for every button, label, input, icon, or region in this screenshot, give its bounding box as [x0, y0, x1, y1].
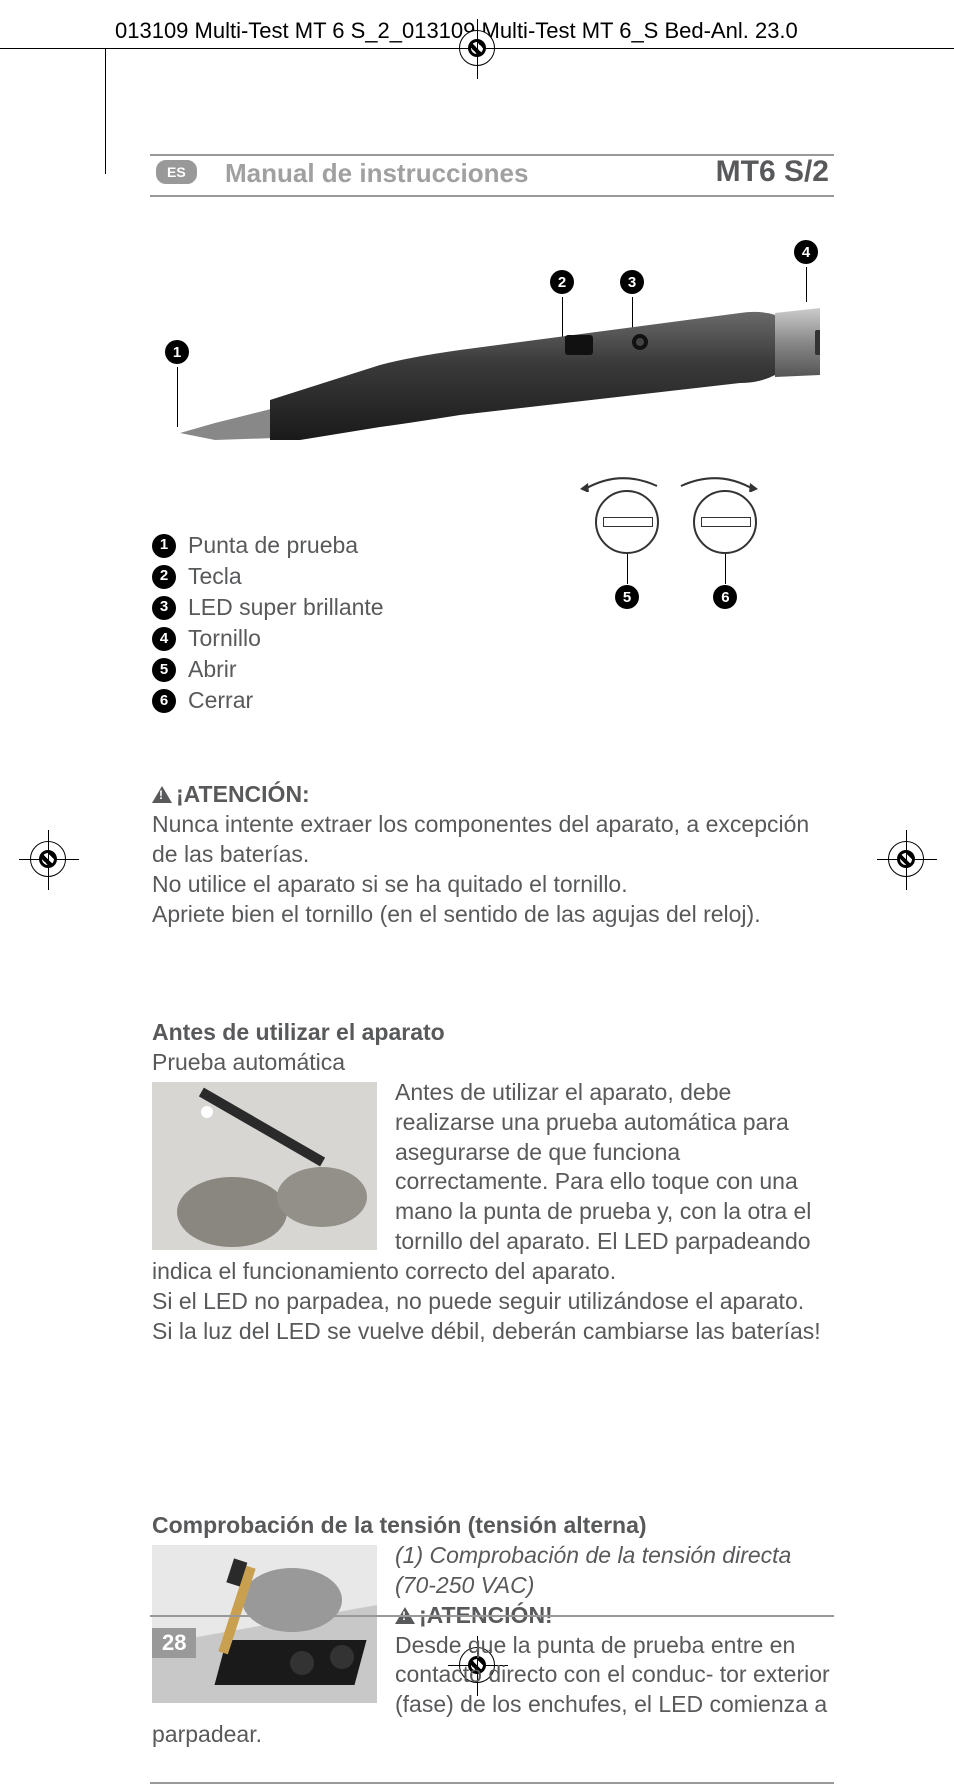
legend-label: LED super brillante [188, 592, 384, 623]
header-rule-bottom [150, 195, 834, 197]
legend-num: 5 [152, 658, 176, 682]
legend-label: Abrir [188, 654, 237, 685]
page-number: 28 [152, 1628, 196, 1658]
tester-device-icon [180, 305, 820, 440]
leader-line [627, 554, 628, 584]
legend-num: 1 [152, 534, 176, 558]
selftest-photo [152, 1082, 377, 1250]
close-dial-icon [693, 490, 757, 554]
attention-text: Apriete bien el tornillo (en el sentido … [152, 900, 834, 930]
dial-diagram: 5 6 [580, 490, 772, 559]
legend-label: Tecla [188, 561, 242, 592]
voltage-heading: Comprobación de la tensión (tensión alte… [152, 1511, 834, 1541]
attention-heading: ¡ATENCIÓN: [176, 781, 310, 807]
legend-label: Cerrar [188, 685, 253, 716]
registration-mark-icon [888, 841, 924, 877]
legend-num: 3 [152, 596, 176, 620]
footer-rule [150, 1615, 834, 1617]
parts-legend: 1 Punta de prueba 2 Tecla 3 LED super brill… [152, 530, 384, 716]
callout-6: 6 [713, 585, 737, 609]
before-use-text: Si el LED no parpadea, no puede seguir u… [152, 1287, 834, 1317]
warning-triangle-icon [152, 786, 172, 803]
registration-mark-icon [30, 841, 66, 877]
attention-text: No utilice el aparato si se ha quitado e… [152, 870, 834, 900]
legend-label: Tornillo [188, 623, 261, 654]
before-use-subtitle: Prueba automática [152, 1048, 834, 1078]
attention-text: Nunca intente extraer los componentes de… [152, 810, 834, 870]
legend-label: Punta de prueba [188, 530, 358, 561]
leader-line [806, 267, 807, 302]
language-badge: ES [156, 160, 197, 184]
legend-num: 4 [152, 627, 176, 651]
left-rule [105, 48, 106, 174]
manual-title: Manual de instrucciones [225, 158, 528, 189]
callout-3: 3 [620, 270, 644, 294]
legend-num: 6 [152, 689, 176, 713]
doc-header: 013109 Multi-Test MT 6 S_2_013109 Multi-… [115, 18, 954, 44]
open-dial-icon [595, 490, 659, 554]
voltage-photo [152, 1545, 377, 1703]
registration-mark-icon [459, 30, 495, 66]
callout-5: 5 [615, 585, 639, 609]
before-use-heading: Antes de utilizar el aparato [152, 1018, 834, 1048]
leader-line [725, 554, 726, 584]
before-use-text: Si la luz del LED se vuelve débil, deber… [152, 1317, 834, 1347]
attention-section: ¡ATENCIÓN: Nunca intente extraer los com… [152, 780, 834, 929]
callout-4: 4 [794, 240, 818, 264]
leader-line [177, 367, 178, 427]
voltage-check-section: Comprobación de la tensión (tensión alte… [152, 1511, 834, 1750]
callout-2: 2 [550, 270, 574, 294]
model-number: MT6 S/2 [716, 155, 829, 189]
legend-num: 2 [152, 565, 176, 589]
before-use-section: Antes de utilizar el aparato Prueba auto… [152, 1018, 834, 1347]
